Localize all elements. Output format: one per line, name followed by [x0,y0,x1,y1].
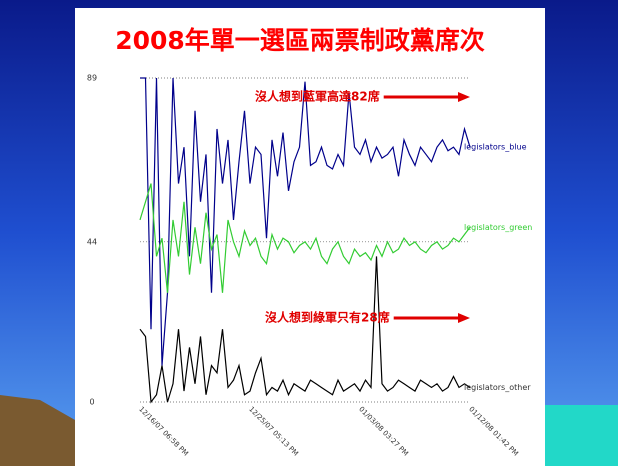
series-label: legislators_blue [464,143,527,152]
y-tick-label: 89 [87,74,97,83]
annotation: 沒人想到藍軍高達82席 [255,89,380,104]
series-label: legislators_other [464,383,531,392]
annotation: 沒人想到綠軍只有28席 [265,310,390,325]
panel [75,8,545,466]
y-tick-label: 44 [87,237,97,246]
slide: 2008年單一選區兩票制政黨席次 0448912/16/07 06:58 PM1… [0,0,618,466]
y-tick-label: 0 [89,398,94,407]
series-label: legislators_green [464,223,532,232]
chart-title: 2008年單一選區兩票制政黨席次 [115,26,485,55]
